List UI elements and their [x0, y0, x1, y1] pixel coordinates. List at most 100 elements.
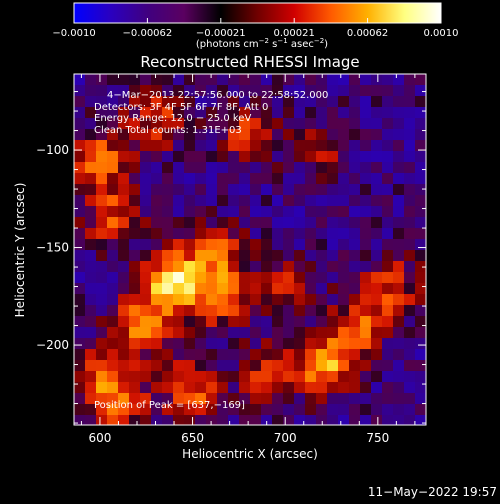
- image-pixel: [228, 393, 239, 404]
- image-pixel: [107, 349, 118, 360]
- image-pixel: [382, 283, 393, 294]
- image-pixel: [338, 272, 349, 283]
- image-pixel: [316, 85, 327, 96]
- image-pixel: [393, 118, 404, 129]
- image-pixel: [393, 217, 404, 228]
- image-pixel: [382, 393, 393, 404]
- image-pixel: [107, 393, 118, 404]
- image-pixel: [129, 228, 140, 239]
- image-pixel: [327, 316, 338, 327]
- image-pixel: [118, 338, 129, 349]
- image-pixel: [349, 338, 360, 349]
- image-pixel: [162, 140, 173, 151]
- image-pixel: [85, 316, 96, 327]
- image-pixel: [349, 272, 360, 283]
- image-pixel: [393, 415, 404, 425]
- image-pixel: [162, 206, 173, 217]
- image-pixel: [151, 173, 162, 184]
- image-pixel: [228, 74, 239, 85]
- image-pixel: [96, 382, 107, 393]
- image-pixel: [349, 184, 360, 195]
- image-pixel: [316, 294, 327, 305]
- image-pixel: [151, 415, 162, 425]
- image-pixel: [415, 162, 426, 173]
- image-pixel: [151, 162, 162, 173]
- image-pixel: [404, 272, 415, 283]
- image-pixel: [404, 338, 415, 349]
- image-pixel: [393, 283, 404, 294]
- image-pixel: [162, 107, 173, 118]
- image-pixel: [184, 217, 195, 228]
- image-pixel: [140, 415, 151, 425]
- image-pixel: [305, 360, 316, 371]
- image-pixel: [294, 404, 305, 415]
- image-pixel: [360, 283, 371, 294]
- image-pixel: [140, 305, 151, 316]
- image-pixel: [118, 360, 129, 371]
- image-pixel: [107, 239, 118, 250]
- image-pixel: [118, 349, 129, 360]
- image-pixel: [140, 206, 151, 217]
- image-pixel: [107, 261, 118, 272]
- image-pixel: [74, 140, 85, 151]
- image-pixel: [118, 305, 129, 316]
- image-pixel: [239, 129, 250, 140]
- image-pixel: [316, 140, 327, 151]
- image-pixel: [228, 250, 239, 261]
- image-pixel: [206, 162, 217, 173]
- image-pixel: [294, 305, 305, 316]
- image-pixel: [162, 228, 173, 239]
- image-pixel: [415, 195, 426, 206]
- image-pixel: [195, 129, 206, 140]
- image-pixel: [239, 360, 250, 371]
- image-pixel: [415, 371, 426, 382]
- image-pixel: [261, 140, 272, 151]
- image-pixel: [228, 140, 239, 151]
- image-pixel: [162, 382, 173, 393]
- image-pixel: [316, 96, 327, 107]
- image-pixel: [404, 404, 415, 415]
- image-pixel: [151, 129, 162, 140]
- image-pixel: [382, 140, 393, 151]
- image-pixel: [195, 349, 206, 360]
- image-pixel: [206, 305, 217, 316]
- image-pixel: [96, 184, 107, 195]
- image-pixel: [206, 140, 217, 151]
- image-pixel: [85, 217, 96, 228]
- image-pixel: [261, 415, 272, 425]
- image-pixel: [118, 96, 129, 107]
- image-pixel: [371, 327, 382, 338]
- image-pixel: [74, 415, 85, 425]
- image-pixel: [195, 239, 206, 250]
- image-pixel: [404, 327, 415, 338]
- image-pixel: [316, 217, 327, 228]
- image-pixel: [404, 85, 415, 96]
- image-pixel: [85, 173, 96, 184]
- image-pixel: [118, 151, 129, 162]
- image-pixel: [338, 404, 349, 415]
- image-pixel: [85, 415, 96, 425]
- image-pixel: [96, 162, 107, 173]
- image-pixel: [173, 415, 184, 425]
- image-pixel: [184, 360, 195, 371]
- image-pixel: [294, 118, 305, 129]
- image-pixel: [184, 195, 195, 206]
- image-pixel: [228, 239, 239, 250]
- image-pixel: [107, 173, 118, 184]
- image-pixel: [96, 371, 107, 382]
- image-pixel: [393, 151, 404, 162]
- image-pixel: [206, 129, 217, 140]
- image-pixel: [195, 382, 206, 393]
- image-pixel: [107, 217, 118, 228]
- image-pixel: [239, 74, 250, 85]
- image-pixel: [327, 173, 338, 184]
- image-pixel: [184, 415, 195, 425]
- image-pixel: [327, 360, 338, 371]
- image-pixel: [239, 85, 250, 96]
- image-pixel: [261, 294, 272, 305]
- image-pixel: [283, 371, 294, 382]
- image-pixel: [338, 338, 349, 349]
- image-pixel: [316, 261, 327, 272]
- image-pixel: [74, 327, 85, 338]
- image-pixel: [151, 107, 162, 118]
